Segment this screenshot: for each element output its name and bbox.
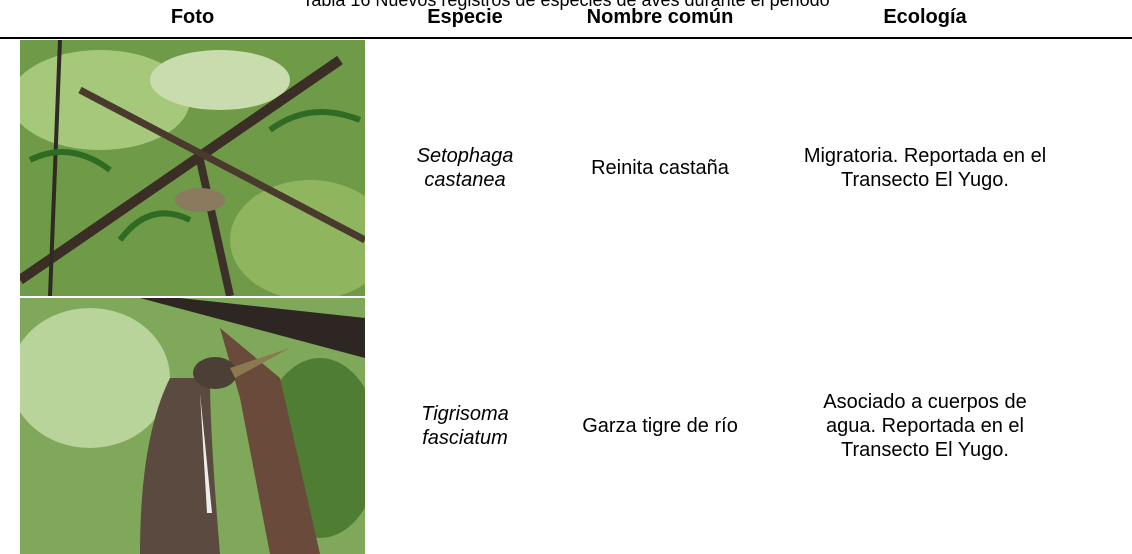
common-name: Garza tigre de río <box>582 415 738 437</box>
header-cell: Nombre común <box>586 6 734 28</box>
header-cell: Ecología <box>883 6 967 28</box>
header-cell: Foto <box>170 6 215 28</box>
bird-photo <box>20 298 365 554</box>
header-cell: Especie <box>427 6 503 28</box>
ecology-line: Migratoria. Reportada en el <box>803 145 1047 167</box>
common-name: Reinita castaña <box>591 157 729 179</box>
ecology-cell: Asociado a cuerpos de agua. Reportada en… <box>785 298 1065 554</box>
ecology-line: Transecto El Yugo. <box>841 439 1009 461</box>
species: Tigrisoma fasciatum <box>421 403 509 449</box>
species-cell: Setophaga castanea <box>390 40 540 296</box>
common-name-cell: Garza tigre de río <box>560 298 760 554</box>
species-cell: Tigrisoma fasciatum <box>390 298 540 554</box>
species: Setophaga castanea <box>416 145 514 191</box>
ecology-line: agua. Reportada en el <box>826 415 1024 437</box>
bird-photo <box>20 40 365 296</box>
ecology-line: Transecto El Yugo. <box>841 169 1009 191</box>
ecology-cell: Migratoria. Reportada en el Transecto El… <box>785 40 1065 296</box>
common-name-cell: Reinita castaña <box>560 40 760 296</box>
ecology-line: Asociado a cuerpos de <box>823 391 1027 413</box>
table-title: Tabla 16 Nuevos registros de especies de… <box>302 0 830 10</box>
header-rule <box>0 37 1132 39</box>
